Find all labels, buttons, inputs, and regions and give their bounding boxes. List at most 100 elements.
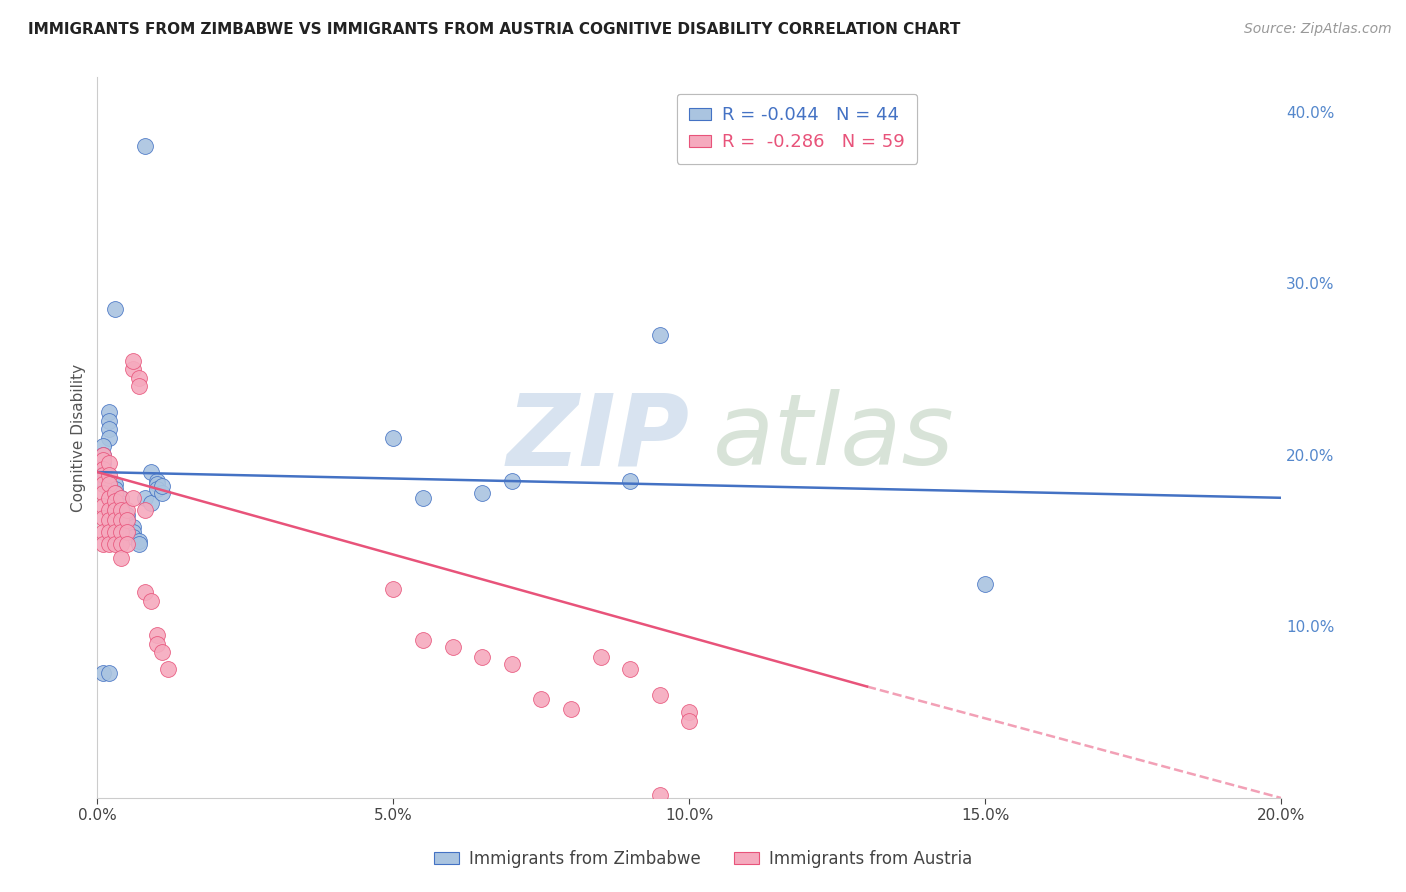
Point (98, 405, 121, 419)
Point (139, 496, 162, 510)
Point (91, 511, 114, 525)
Point (648, 327, 671, 342)
Point (122, 520, 145, 534)
Point (110, 525, 132, 540)
Point (91, 468, 114, 483)
Point (145, 637, 167, 651)
Point (122, 362, 145, 376)
Point (648, 788, 671, 802)
Point (145, 477, 167, 491)
Point (110, 491, 132, 505)
Point (412, 491, 434, 505)
Point (91, 448, 114, 462)
Legend: R = -0.044   N = 44, R =  -0.286   N = 59: R = -0.044 N = 44, R = -0.286 N = 59 (676, 94, 917, 164)
Point (104, 485, 127, 500)
Point (91, 461, 114, 475)
Point (128, 370, 150, 384)
Point (139, 465, 162, 479)
Point (974, 576, 997, 591)
Text: ZIP: ZIP (506, 389, 689, 486)
Point (619, 662, 641, 676)
Point (134, 491, 156, 505)
Point (501, 657, 523, 672)
Point (98, 477, 121, 491)
Point (98, 665, 121, 680)
Point (98, 431, 121, 445)
Point (115, 508, 138, 522)
Point (91, 457, 114, 471)
Point (91, 461, 114, 475)
Point (382, 431, 405, 445)
Point (104, 513, 127, 527)
Point (91, 453, 114, 467)
Point (530, 691, 553, 706)
Point (91, 474, 114, 488)
Point (98, 525, 121, 540)
Text: IMMIGRANTS FROM ZIMBABWE VS IMMIGRANTS FROM AUSTRIA COGNITIVE DISABILITY CORRELA: IMMIGRANTS FROM ZIMBABWE VS IMMIGRANTS F… (28, 22, 960, 37)
Point (134, 503, 156, 517)
Point (98, 422, 121, 436)
Point (104, 537, 127, 551)
Point (91, 448, 114, 462)
Text: atlas: atlas (713, 389, 955, 486)
Point (115, 525, 138, 540)
Point (560, 702, 582, 716)
Point (91, 468, 114, 483)
Point (134, 585, 156, 599)
Point (98, 457, 121, 471)
Point (110, 537, 132, 551)
Point (128, 379, 150, 393)
Point (139, 593, 162, 607)
Point (157, 662, 180, 676)
Point (115, 503, 138, 517)
Point (412, 633, 434, 648)
Point (110, 550, 132, 565)
Point (104, 301, 127, 316)
Point (104, 485, 127, 500)
Point (589, 650, 612, 665)
Legend: Immigrants from Zimbabwe, Immigrants from Austria: Immigrants from Zimbabwe, Immigrants fro… (427, 844, 979, 875)
Point (104, 482, 127, 496)
Point (152, 485, 174, 500)
Point (91, 537, 114, 551)
Text: Source: ZipAtlas.com: Source: ZipAtlas.com (1244, 22, 1392, 37)
Point (115, 537, 138, 551)
Point (110, 496, 132, 510)
Point (110, 491, 132, 505)
Point (145, 482, 167, 496)
Point (122, 491, 145, 505)
Point (441, 640, 464, 654)
Point (122, 530, 145, 544)
Point (648, 688, 671, 702)
Point (110, 500, 132, 514)
Point (104, 525, 127, 540)
Point (110, 513, 132, 527)
Y-axis label: Cognitive Disability: Cognitive Disability (72, 364, 86, 512)
Point (98, 468, 121, 483)
Point (104, 477, 127, 491)
Point (128, 533, 150, 548)
Point (122, 525, 145, 540)
Point (152, 479, 174, 493)
Point (98, 491, 121, 505)
Point (471, 485, 494, 500)
Point (115, 513, 138, 527)
Point (115, 516, 138, 531)
Point (91, 525, 114, 540)
Point (678, 714, 700, 728)
Point (104, 503, 127, 517)
Point (98, 503, 121, 517)
Point (619, 474, 641, 488)
Point (91, 665, 114, 680)
Point (382, 582, 405, 596)
Point (110, 503, 132, 517)
Point (98, 414, 121, 428)
Point (104, 494, 127, 508)
Point (91, 500, 114, 514)
Point (98, 537, 121, 551)
Point (98, 513, 121, 527)
Point (145, 474, 167, 488)
Point (110, 503, 132, 517)
Point (134, 139, 156, 153)
Point (115, 513, 138, 527)
